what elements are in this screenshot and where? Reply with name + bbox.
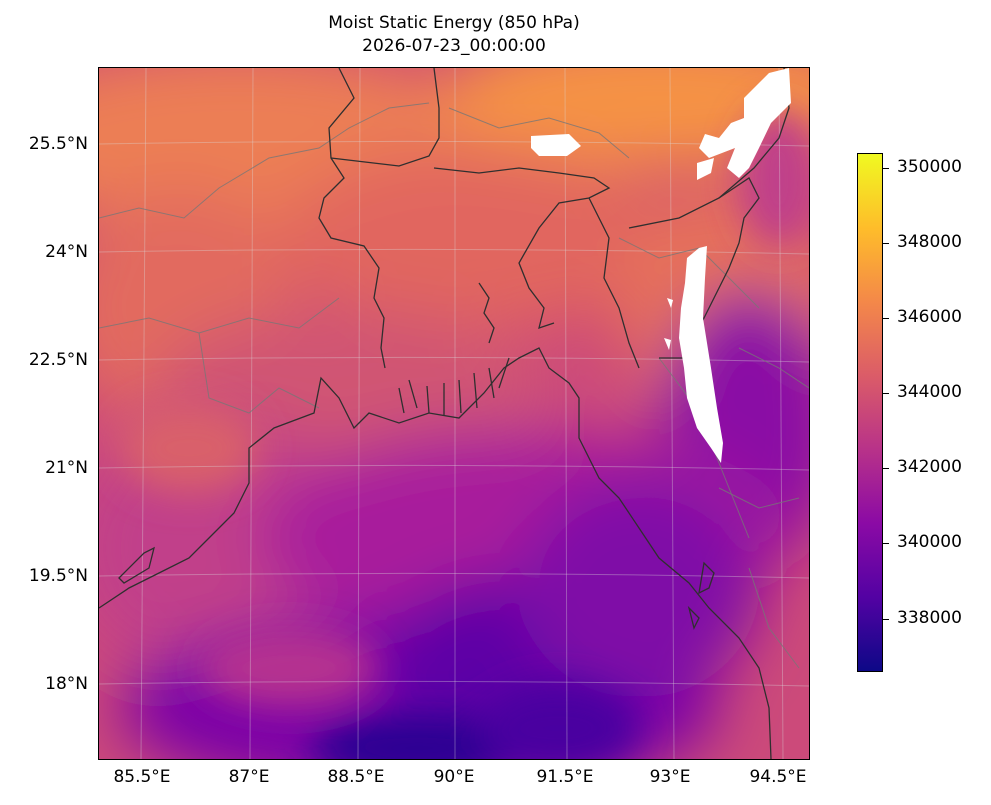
colorbar-tick [883, 543, 889, 544]
field-detail [119, 108, 809, 759]
map-panel[interactable] [98, 67, 810, 760]
lat-label: 24°N [45, 242, 88, 262]
lon-label: 87°E [228, 767, 270, 787]
colorbar-label: 342000 [897, 457, 962, 477]
colorbar-label: 344000 [897, 382, 962, 402]
admin-borders [99, 102, 809, 669]
msе-field-map [99, 68, 809, 759]
lat-label: 22.5°N [28, 350, 88, 370]
colorbar-label: 346000 [897, 307, 962, 327]
colorbar-label: 350000 [897, 157, 962, 177]
masked-terrain [531, 68, 791, 463]
colorbar-tick [883, 468, 889, 469]
lat-label: 25.5°N [28, 134, 88, 154]
lon-label: 90°E [433, 767, 475, 787]
colorbar-tick [883, 168, 889, 169]
lat-label: 18°N [45, 674, 88, 694]
lat-label: 21°N [45, 458, 88, 478]
colorbar-tick [883, 318, 889, 319]
map-timestamp: 2026-07-23_00:00:00 [362, 36, 546, 56]
lat-label: 19.5°N [28, 566, 88, 586]
colorbar-label: 340000 [897, 532, 962, 552]
lon-label: 88.5°E [327, 767, 385, 787]
colorbar-tick [883, 243, 889, 244]
lon-label: 85.5°E [113, 767, 171, 787]
lon-label: 91.5°E [536, 767, 594, 787]
colorbar-tick [883, 393, 889, 394]
map-title: Moist Static Energy (850 hPa) [328, 13, 580, 33]
colorbar [857, 153, 883, 672]
colorbar-label: 338000 [897, 608, 962, 628]
lon-label: 94.5°E [749, 767, 807, 787]
colorbar-tick [883, 619, 889, 620]
colorbar-label: 348000 [897, 232, 962, 252]
lon-label: 93°E [649, 767, 691, 787]
